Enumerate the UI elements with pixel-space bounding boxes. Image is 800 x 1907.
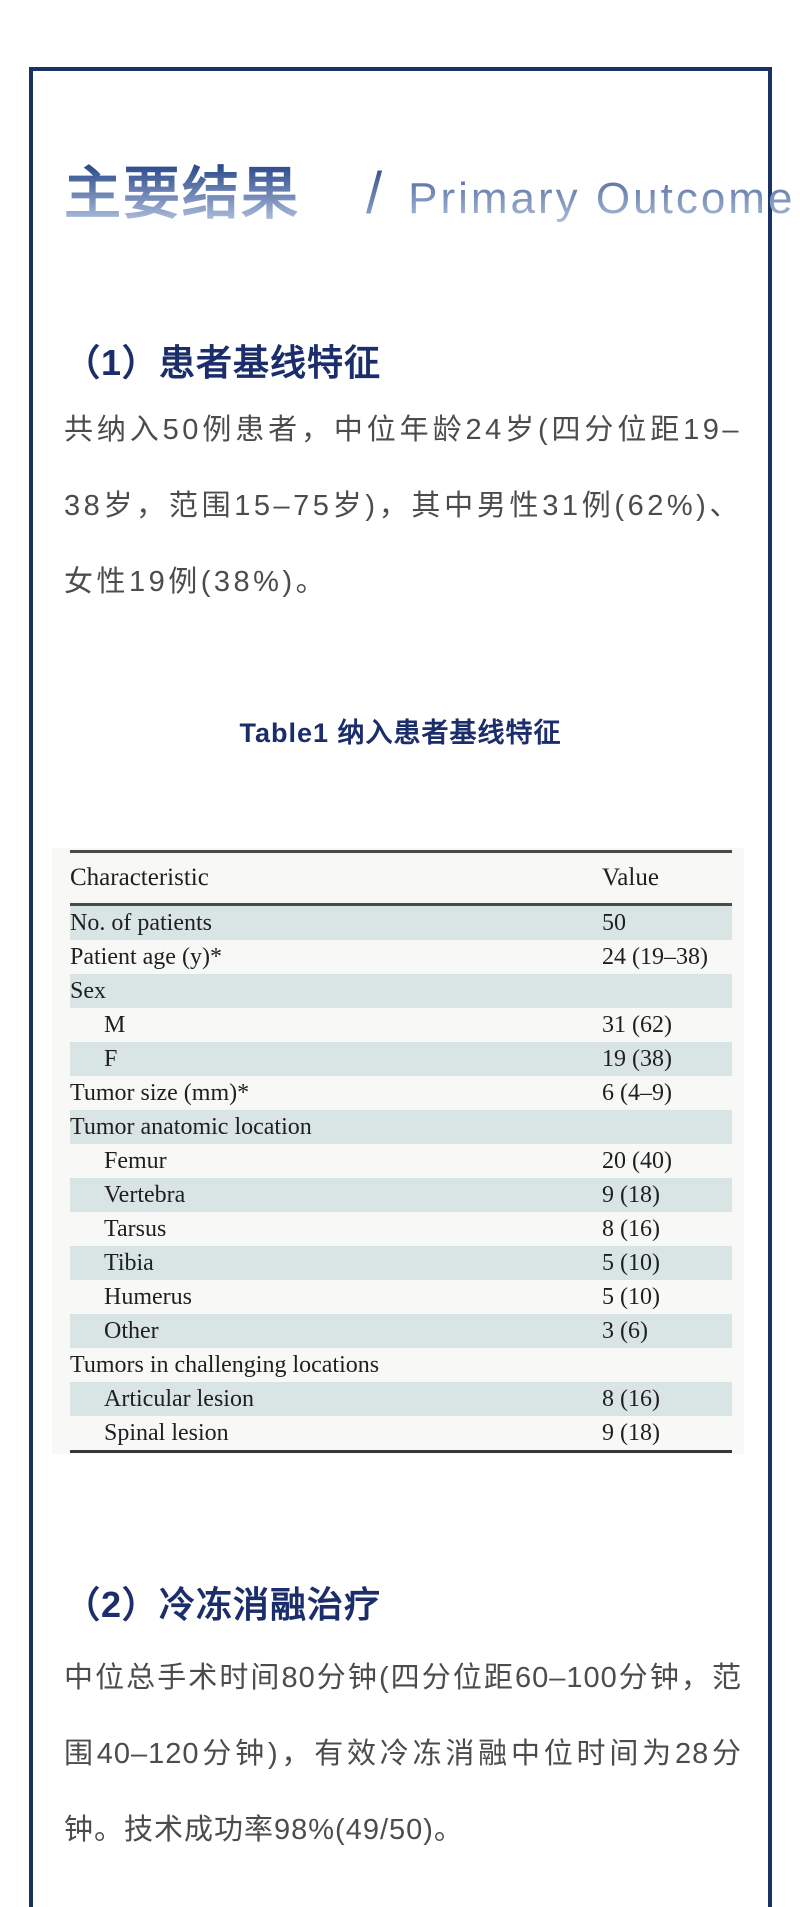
- row-value: 6 (4–9): [602, 1079, 672, 1106]
- section2-heading: （2）冷冻消融治疗: [64, 1584, 382, 1625]
- row-label: Tumor anatomic location: [70, 1113, 312, 1140]
- table-row: Tarsus 8 (16): [70, 1212, 732, 1246]
- row-value: 8 (16): [602, 1385, 660, 1412]
- table-header-row: Characteristic Value: [70, 853, 732, 906]
- table-row: Other 3 (6): [70, 1314, 732, 1348]
- row-label: Vertebra: [104, 1181, 186, 1208]
- table-row: F 19 (38): [70, 1042, 732, 1076]
- table-row: Humerus 5 (10): [70, 1280, 732, 1314]
- table-row: Tumors in challenging locations: [70, 1348, 732, 1382]
- row-value: 9 (18): [602, 1419, 660, 1446]
- page-header: 主要结果 / Primary Outcome: [64, 160, 792, 228]
- row-label: Tumors in challenging locations: [70, 1351, 380, 1378]
- table-caption: Table1 纳入患者基线特征: [239, 718, 562, 748]
- row-value: 19 (38): [602, 1045, 672, 1072]
- table-row: Tumor anatomic location: [70, 1110, 732, 1144]
- table-body: No. of patients 50 Patient age (y)* 24 (…: [70, 906, 732, 1453]
- table-row: M 31 (62): [70, 1008, 732, 1042]
- section1-body-text: 共纳入50例患者，中位年龄24岁(四分位距19–38岁，范围15–75岁)，其中…: [64, 414, 742, 598]
- table-row: Articular lesion 8 (16): [70, 1382, 732, 1416]
- table-row: Sex: [70, 974, 732, 1008]
- row-label: No. of patients: [70, 909, 212, 936]
- table-row: Patient age (y)* 24 (19–38): [70, 940, 732, 974]
- column-header-characteristic: Characteristic: [70, 864, 209, 891]
- row-value: 24 (19–38): [602, 943, 708, 970]
- table-row: No. of patients 50: [70, 906, 732, 940]
- title-divider-slash: /: [366, 161, 383, 226]
- page-border-frame: [29, 67, 772, 1907]
- row-label: Tibia: [104, 1249, 154, 1276]
- row-value: 9 (18): [602, 1181, 660, 1208]
- row-label: Sex: [70, 977, 106, 1004]
- table-row: Tumor size (mm)* 6 (4–9): [70, 1076, 732, 1110]
- table-row: Tibia 5 (10): [70, 1246, 732, 1280]
- row-label: Femur: [104, 1147, 167, 1174]
- row-value: 8 (16): [602, 1215, 660, 1242]
- table-top-rule: [70, 850, 732, 853]
- row-label: Patient age (y)*: [70, 943, 222, 970]
- table-row: Femur 20 (40): [70, 1144, 732, 1178]
- row-label: Tumor size (mm)*: [70, 1079, 250, 1106]
- page-title-english: Primary Outcome: [408, 174, 796, 223]
- row-value: 50: [602, 909, 626, 936]
- table-row: Spinal lesion 9 (18): [70, 1416, 732, 1450]
- section1-heading: （1）患者基线特征: [64, 342, 382, 383]
- section2-body-text: 中位总手术时间80分钟(四分位距60–100分钟，范围40–120分钟)，有效冷…: [64, 1662, 742, 1846]
- row-label: M: [104, 1011, 126, 1038]
- row-label: Humerus: [104, 1283, 192, 1310]
- table-row: Vertebra 9 (18): [70, 1178, 732, 1212]
- row-label: Articular lesion: [104, 1385, 254, 1412]
- row-value: 3 (6): [602, 1317, 648, 1344]
- page-title-chinese: 主要结果: [64, 160, 300, 228]
- row-value: 5 (10): [602, 1249, 660, 1276]
- row-value: 5 (10): [602, 1283, 660, 1310]
- row-value: 31 (62): [602, 1011, 672, 1038]
- baseline-characteristics-table: Characteristic Value No. of patients 50 …: [52, 848, 744, 1454]
- row-label: Spinal lesion: [104, 1419, 229, 1446]
- column-header-value: Value: [602, 864, 659, 891]
- row-label: Other: [104, 1317, 159, 1344]
- row-value: 20 (40): [602, 1147, 672, 1174]
- row-label: Tarsus: [104, 1215, 167, 1242]
- row-label: F: [104, 1045, 118, 1072]
